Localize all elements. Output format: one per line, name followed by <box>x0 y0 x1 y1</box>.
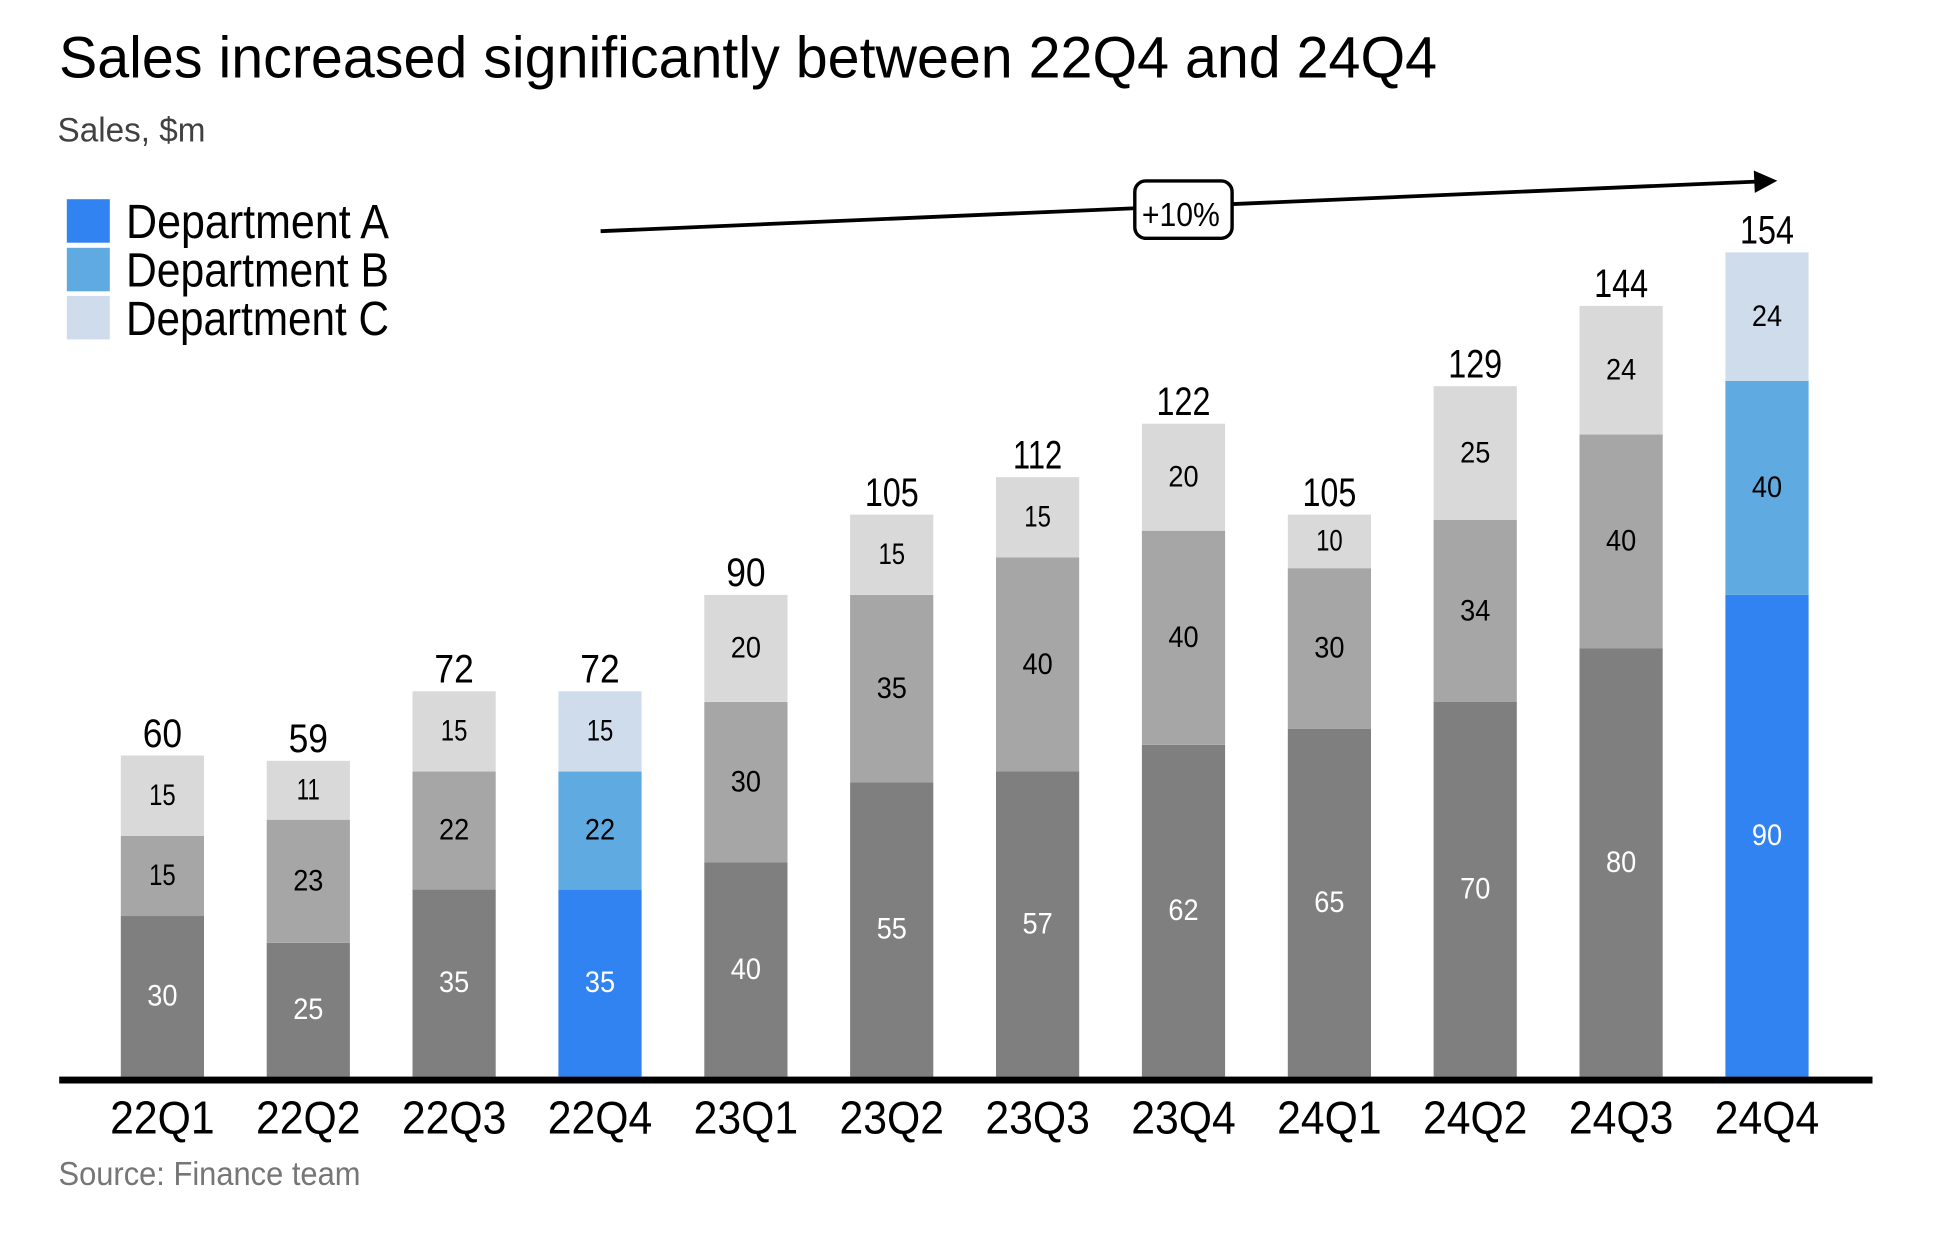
svg-text:90: 90 <box>1752 819 1782 852</box>
svg-text:40: 40 <box>1168 621 1198 654</box>
svg-text:24: 24 <box>1606 353 1636 386</box>
svg-text:23Q1: 23Q1 <box>694 1091 799 1143</box>
svg-text:20: 20 <box>1168 461 1198 494</box>
svg-text:15: 15 <box>587 715 614 748</box>
svg-text:30: 30 <box>731 766 761 799</box>
svg-text:15: 15 <box>441 715 468 748</box>
svg-text:40: 40 <box>731 953 761 986</box>
svg-text:+10%: +10% <box>1142 197 1220 234</box>
svg-text:20: 20 <box>731 632 761 665</box>
svg-text:25: 25 <box>293 993 323 1026</box>
svg-text:122: 122 <box>1157 380 1211 424</box>
svg-text:15: 15 <box>149 859 176 892</box>
svg-text:105: 105 <box>1302 471 1356 515</box>
svg-text:105: 105 <box>865 471 919 515</box>
svg-text:62: 62 <box>1168 894 1198 927</box>
svg-text:40: 40 <box>1752 471 1782 504</box>
svg-text:11: 11 <box>297 774 320 807</box>
svg-text:15: 15 <box>879 538 906 571</box>
svg-text:65: 65 <box>1314 886 1344 919</box>
svg-text:57: 57 <box>1023 907 1053 940</box>
svg-text:129: 129 <box>1448 343 1502 387</box>
svg-text:34: 34 <box>1460 594 1490 627</box>
svg-text:22: 22 <box>585 814 615 847</box>
svg-text:40: 40 <box>1023 648 1053 681</box>
svg-text:23Q4: 23Q4 <box>1131 1091 1236 1143</box>
svg-text:60: 60 <box>143 712 182 756</box>
svg-text:22: 22 <box>439 814 469 847</box>
svg-text:72: 72 <box>580 648 619 692</box>
svg-text:22Q2: 22Q2 <box>256 1091 361 1143</box>
svg-text:23Q3: 23Q3 <box>985 1091 1090 1143</box>
svg-text:55: 55 <box>877 913 907 946</box>
svg-text:30: 30 <box>147 980 177 1013</box>
svg-text:15: 15 <box>149 779 176 812</box>
svg-text:24Q4: 24Q4 <box>1715 1091 1820 1143</box>
svg-text:72: 72 <box>434 648 473 692</box>
svg-text:15: 15 <box>1024 501 1051 534</box>
svg-text:10: 10 <box>1316 525 1343 558</box>
svg-text:Sales increased significantly: Sales increased significantly between 22… <box>59 26 1437 91</box>
svg-text:22Q3: 22Q3 <box>402 1091 507 1143</box>
svg-text:22Q1: 22Q1 <box>110 1091 215 1143</box>
svg-text:Department A: Department A <box>126 196 389 249</box>
svg-text:22Q4: 22Q4 <box>548 1091 653 1143</box>
svg-text:90: 90 <box>726 551 765 595</box>
svg-text:80: 80 <box>1606 846 1636 879</box>
svg-text:154: 154 <box>1740 209 1794 253</box>
svg-text:35: 35 <box>877 672 907 705</box>
svg-text:23Q2: 23Q2 <box>840 1091 945 1143</box>
svg-text:Department B: Department B <box>126 245 389 298</box>
svg-text:30: 30 <box>1314 632 1344 665</box>
svg-text:23: 23 <box>293 865 323 898</box>
svg-text:24Q1: 24Q1 <box>1277 1091 1382 1143</box>
svg-text:25: 25 <box>1460 436 1490 469</box>
svg-text:70: 70 <box>1460 873 1490 906</box>
svg-text:Source: Finance team: Source: Finance team <box>59 1155 361 1192</box>
svg-text:59: 59 <box>289 717 328 761</box>
svg-text:Department C: Department C <box>126 293 389 346</box>
svg-text:35: 35 <box>439 966 469 999</box>
svg-text:Sales, $m: Sales, $m <box>58 112 206 150</box>
svg-text:144: 144 <box>1594 262 1648 306</box>
svg-text:40: 40 <box>1606 525 1636 558</box>
svg-text:112: 112 <box>1013 434 1062 478</box>
svg-text:35: 35 <box>585 966 615 999</box>
svg-text:24Q3: 24Q3 <box>1569 1091 1674 1143</box>
svg-text:24: 24 <box>1752 300 1782 333</box>
svg-text:24Q2: 24Q2 <box>1423 1091 1528 1143</box>
